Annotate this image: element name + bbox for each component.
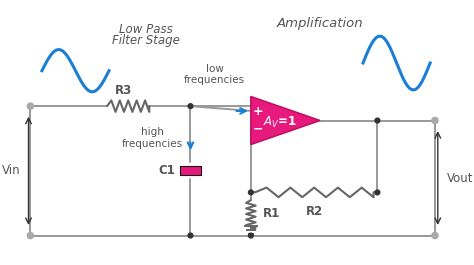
Text: −: − [252, 123, 263, 136]
Polygon shape [251, 96, 320, 144]
Bar [180, 166, 201, 175]
Text: R3: R3 [115, 83, 132, 96]
Circle shape [188, 233, 193, 238]
Circle shape [248, 233, 253, 238]
Text: Amplification: Amplification [277, 17, 363, 30]
Circle shape [431, 232, 439, 239]
Circle shape [431, 117, 439, 124]
Circle shape [375, 118, 380, 123]
Circle shape [27, 232, 34, 239]
Text: low
frequencies: low frequencies [184, 64, 245, 85]
Text: Filter Stage: Filter Stage [111, 34, 179, 47]
Text: +: + [252, 105, 263, 118]
Text: Vout: Vout [447, 171, 473, 184]
Circle shape [188, 104, 193, 109]
Text: R2: R2 [306, 205, 323, 218]
Text: Vin: Vin [2, 164, 21, 177]
Circle shape [27, 102, 34, 110]
Text: R1: R1 [263, 207, 280, 220]
Circle shape [248, 190, 253, 195]
Text: Low Pass: Low Pass [118, 23, 173, 36]
Text: C1: C1 [158, 164, 175, 177]
Text: high
frequencies: high frequencies [122, 127, 182, 149]
Circle shape [375, 190, 380, 195]
Text: $A_V$=1: $A_V$=1 [263, 115, 297, 130]
